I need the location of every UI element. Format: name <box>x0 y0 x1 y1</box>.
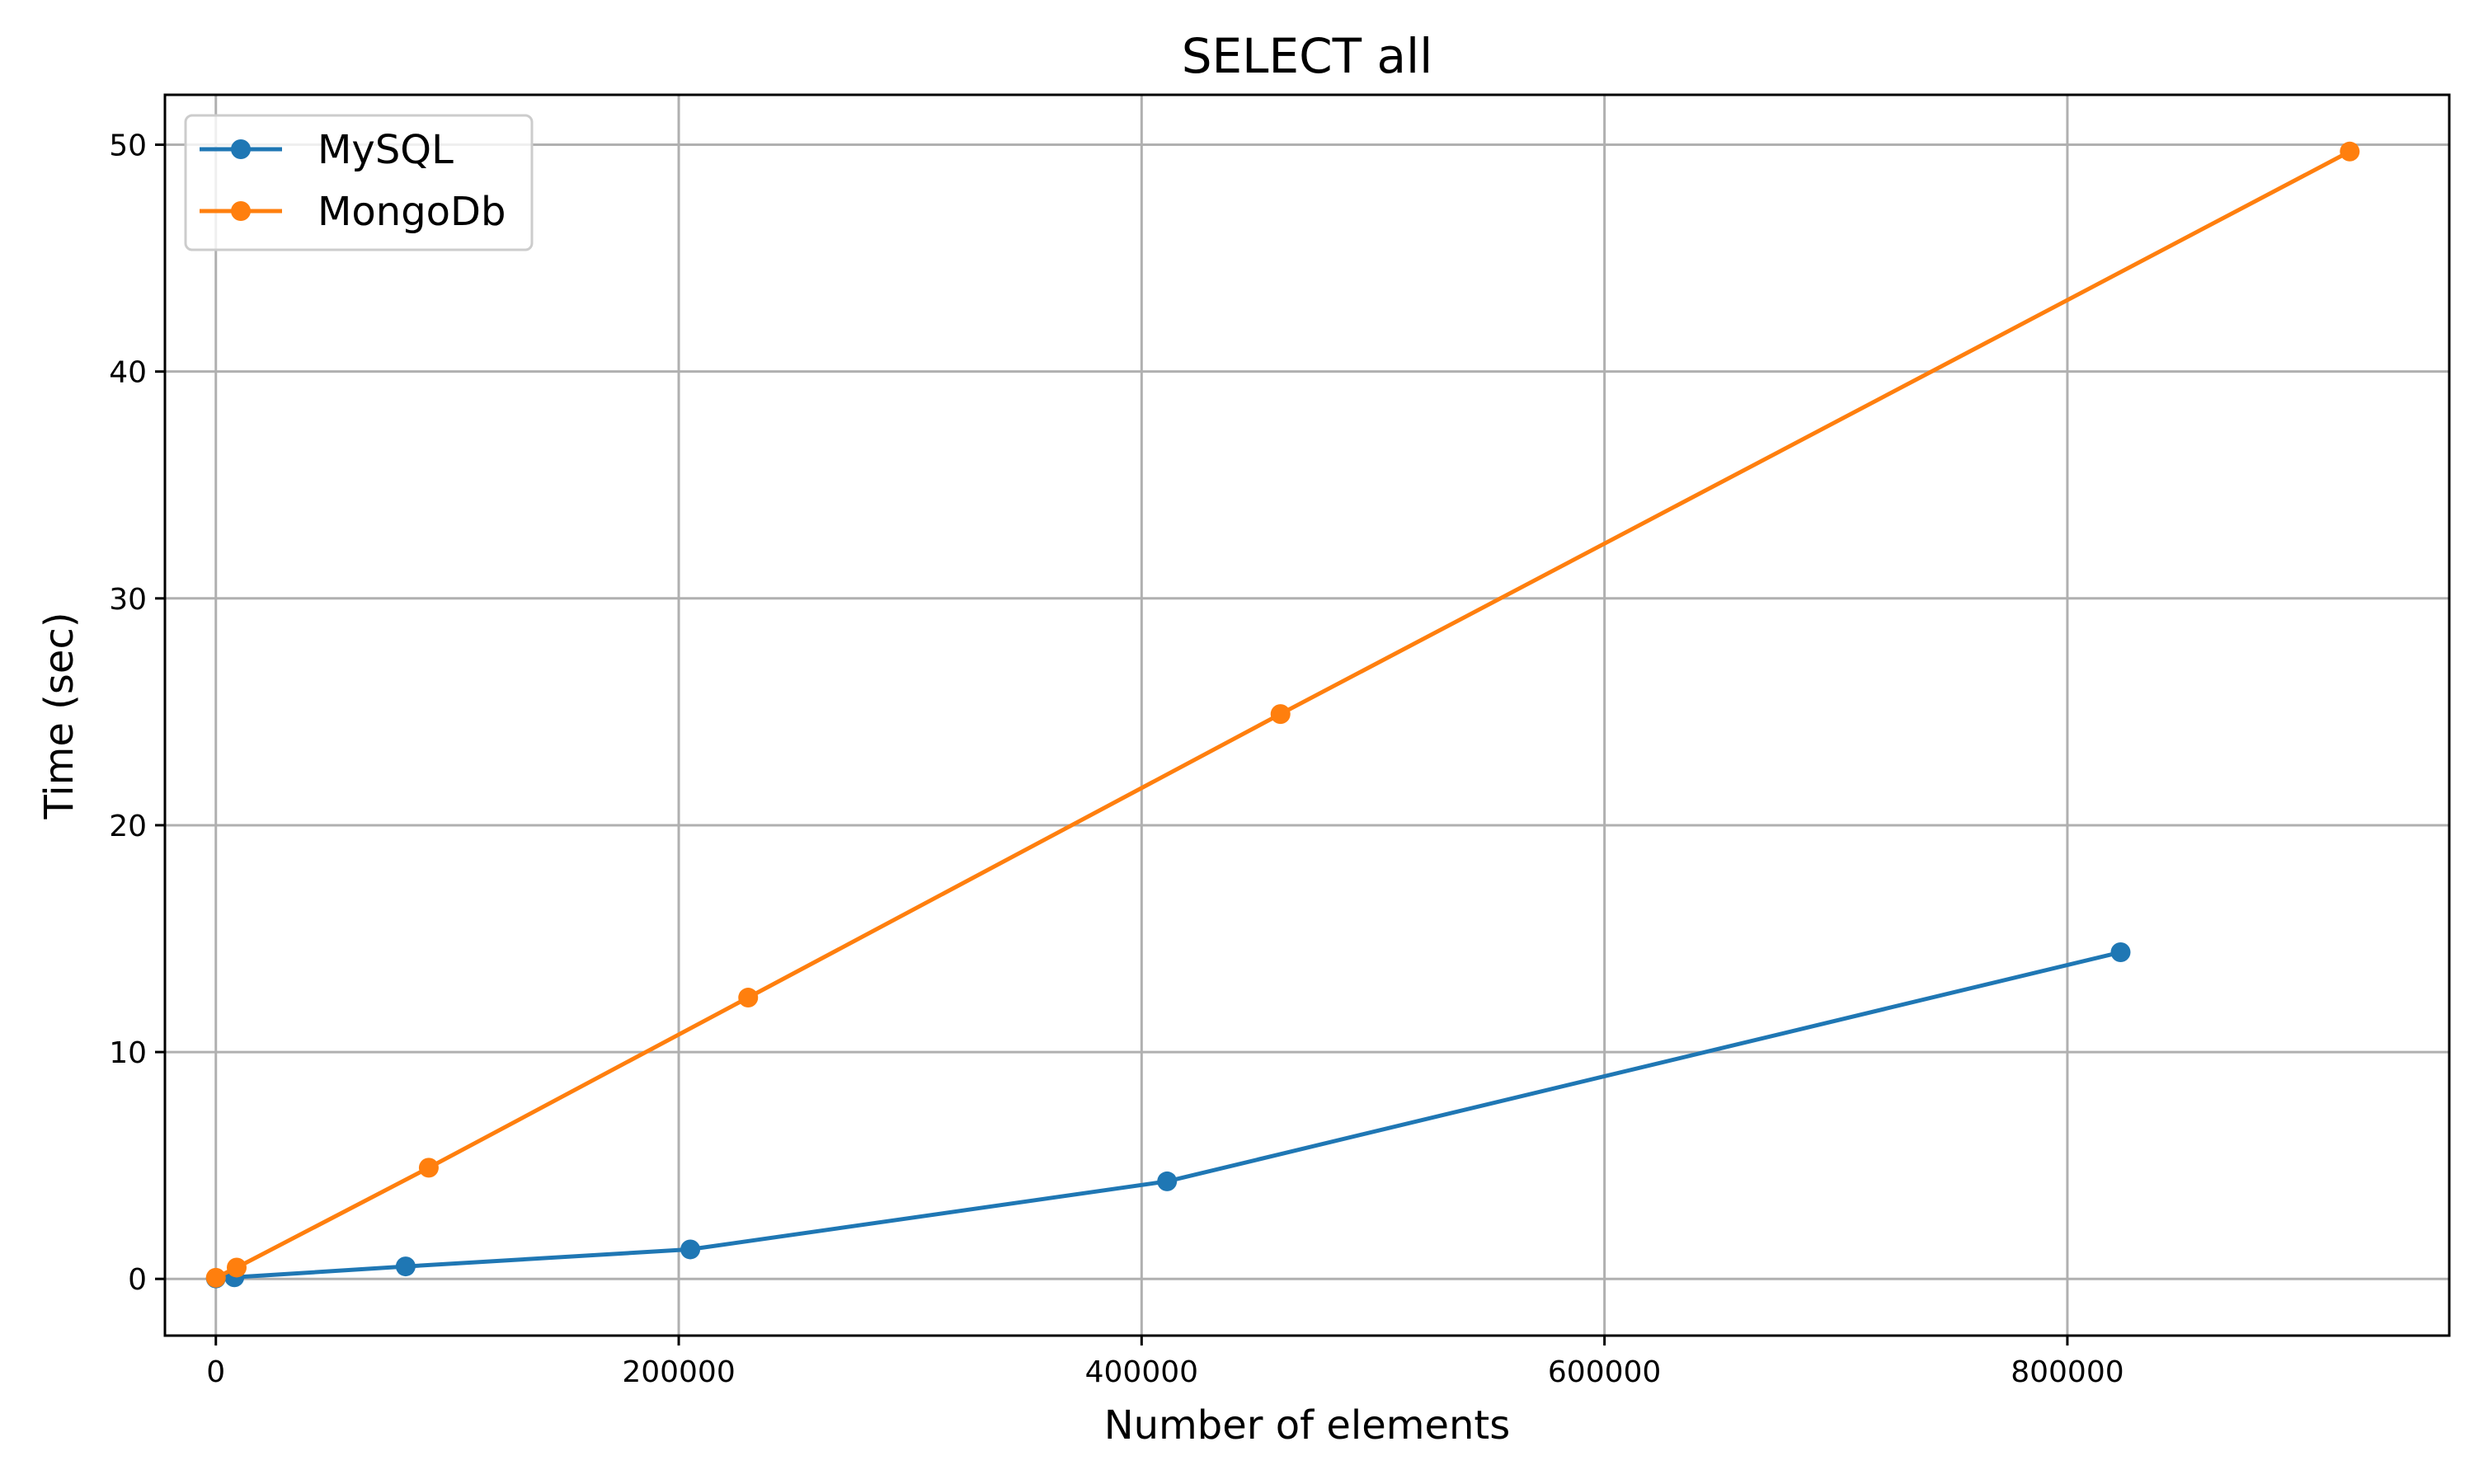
chart-title: SELECT all <box>1182 28 1433 84</box>
y-tick-label: 20 <box>109 810 147 843</box>
series-layer <box>205 141 2360 1289</box>
series-mongodb <box>205 141 2360 1288</box>
x-tick-label: 800000 <box>2011 1355 2124 1389</box>
legend-item-mysql: MySQL <box>200 127 454 173</box>
plot-frame <box>163 93 2451 1337</box>
data-point-mongodb <box>738 988 759 1008</box>
x-tick-label: 0 <box>206 1355 225 1389</box>
data-point-mongodb <box>1270 704 1291 725</box>
legend-items: MySQL MongoDb <box>200 127 506 235</box>
data-point-mongodb <box>227 1257 247 1278</box>
y-axis-label: Time (sec) <box>36 612 82 819</box>
x-axis: 0 200000 400000 600000 800000 <box>206 1336 2124 1389</box>
legend-label: MongoDb <box>317 189 506 235</box>
data-point-mongodb <box>418 1158 439 1178</box>
legend: MySQL MongoDb <box>184 114 534 251</box>
y-axis: 0 10 20 30 40 50 <box>109 129 165 1297</box>
data-point-mongodb <box>2340 141 2360 162</box>
data-point-mysql <box>680 1239 701 1260</box>
data-point-mysql <box>1157 1171 1178 1191</box>
x-tick-label: 600000 <box>1548 1355 1661 1389</box>
y-tick-label: 30 <box>109 583 147 617</box>
legend-item-mongodb: MongoDb <box>200 189 506 235</box>
x-tick-label: 200000 <box>622 1355 735 1389</box>
plot-area <box>163 93 2451 1337</box>
data-point-mysql <box>395 1256 416 1277</box>
data-point-mongodb <box>205 1267 226 1288</box>
y-tick-label: 10 <box>109 1036 147 1070</box>
legend-swatch-marker <box>231 201 251 221</box>
y-tick-label: 40 <box>109 356 147 390</box>
y-tick-label: 50 <box>109 129 147 163</box>
x-tick-label: 400000 <box>1085 1355 1198 1389</box>
legend-label: MySQL <box>317 127 454 173</box>
y-tick-label: 0 <box>128 1263 147 1297</box>
x-axis-label: Number of elements <box>1104 1402 1511 1449</box>
legend-swatch-marker <box>231 139 251 159</box>
data-point-mysql <box>2110 942 2131 963</box>
